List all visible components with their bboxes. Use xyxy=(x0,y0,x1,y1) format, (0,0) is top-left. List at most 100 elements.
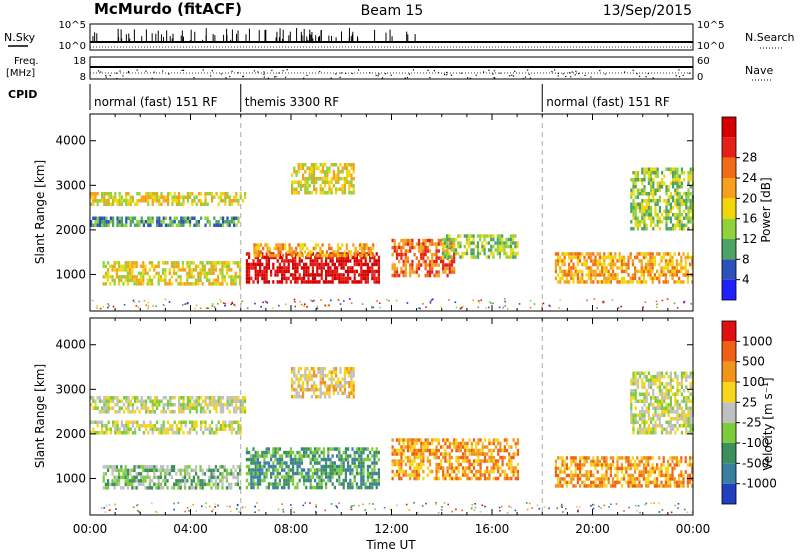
heatmap-cell xyxy=(175,216,178,220)
heatmap-cell xyxy=(123,424,126,428)
heatmap-cell xyxy=(435,252,438,257)
heatmap-cell xyxy=(306,384,309,388)
heatmap-cell xyxy=(109,482,112,487)
heatmap-cell xyxy=(454,248,458,252)
heatmap-cell xyxy=(687,171,690,175)
heatmap-cell xyxy=(224,403,227,407)
heatmap-cell xyxy=(508,476,511,481)
heatmap-cell xyxy=(343,250,346,254)
heatmap-cell xyxy=(680,259,683,263)
heatmap-cell xyxy=(590,459,593,464)
heatmap-cell xyxy=(497,459,500,463)
heatmap-cell xyxy=(332,177,335,181)
heatmap-cell xyxy=(344,280,347,284)
heatmap-cell xyxy=(124,261,127,265)
heatmap-cell xyxy=(605,269,608,274)
heatmap-cell xyxy=(289,475,292,479)
heatmap-cell xyxy=(616,463,619,467)
heatmap-cell xyxy=(192,468,195,473)
heatmap-cell xyxy=(283,478,286,483)
heatmap-cell xyxy=(658,220,661,224)
heatmap-cell xyxy=(328,377,331,381)
heatmap-cell xyxy=(210,486,213,490)
heatmap-cell xyxy=(292,255,295,260)
heatmap-cell xyxy=(627,280,630,284)
heatmap-cell xyxy=(311,464,314,469)
heatmap-cell xyxy=(222,427,225,431)
heatmap-cell xyxy=(360,468,363,472)
heatmap-cell xyxy=(199,468,202,473)
heatmap-cell xyxy=(664,259,667,263)
heatmap-cell xyxy=(201,264,204,269)
heatmap-cell xyxy=(203,264,206,269)
heatmap-cell xyxy=(186,282,189,286)
heatmap-cell xyxy=(254,475,257,479)
heatmap-cell xyxy=(686,484,689,488)
heatmap-cell xyxy=(669,262,672,267)
heatmap-cell xyxy=(675,463,678,467)
heatmap-cell xyxy=(645,252,648,256)
heatmap-cell xyxy=(435,466,438,470)
heatmap-cell xyxy=(195,468,198,473)
heatmap-cell xyxy=(214,486,217,490)
heatmap-cell xyxy=(94,220,97,224)
colorbar-swatch xyxy=(722,157,736,178)
heatmap-cell xyxy=(574,463,577,467)
heatmap-cell xyxy=(607,269,610,274)
heatmap-cell xyxy=(230,268,233,272)
heatmap-cell xyxy=(492,462,495,467)
heatmap-cell xyxy=(195,403,198,407)
heatmap-cell xyxy=(642,463,645,467)
heatmap-cell xyxy=(512,466,515,470)
heatmap-cell xyxy=(111,278,114,283)
heatmap-cell xyxy=(210,475,213,480)
heatmap-cell xyxy=(329,259,332,263)
heatmap-cell xyxy=(191,427,194,431)
heatmap-cell xyxy=(234,261,237,265)
heatmap-cell xyxy=(164,479,167,483)
heatmap-cell xyxy=(204,216,207,220)
heatmap-cell xyxy=(371,478,374,483)
heatmap-cell xyxy=(129,482,132,487)
heatmap-cell xyxy=(667,466,670,471)
heatmap-cell xyxy=(596,259,599,263)
heatmap-cell xyxy=(601,273,604,277)
heatmap-cell xyxy=(680,484,683,488)
heatmap-cell xyxy=(250,471,253,476)
heatmap-cell xyxy=(660,255,663,260)
heatmap-cell xyxy=(658,216,661,220)
heatmap-cell xyxy=(498,248,502,252)
heatmap-cell xyxy=(426,270,429,274)
heatmap-cell xyxy=(503,476,506,481)
heatmap-cell xyxy=(153,268,156,272)
heatmap-cell xyxy=(169,410,172,414)
heatmap-cell xyxy=(157,275,160,279)
heatmap-cell xyxy=(159,275,162,279)
heatmap-cell xyxy=(259,250,263,254)
heatmap-cell xyxy=(200,410,203,414)
heatmap-cell xyxy=(347,464,350,469)
heatmap-cell xyxy=(327,457,330,462)
heatmap-cell xyxy=(417,238,421,243)
heatmap-cell xyxy=(351,457,354,462)
heatmap-cell xyxy=(230,472,233,476)
nave-dot xyxy=(193,77,195,79)
heatmap-cell xyxy=(431,266,434,271)
nave-dot xyxy=(514,70,516,72)
heatmap-cell xyxy=(640,484,643,488)
heatmap-cell xyxy=(265,259,268,263)
heatmap-cell xyxy=(195,223,198,227)
heatmap-cell xyxy=(620,470,623,474)
heatmap-cell xyxy=(180,216,183,220)
heatmap-cell xyxy=(254,464,257,469)
heatmap-cell xyxy=(321,253,324,258)
heatmap-cell xyxy=(214,475,217,480)
heatmap-cell xyxy=(425,306,427,308)
heatmap-cell xyxy=(411,259,414,264)
heatmap-cell xyxy=(459,445,462,449)
heatmap-cell xyxy=(224,420,227,424)
heatmap-cell xyxy=(590,252,593,256)
heatmap-cell xyxy=(225,261,228,265)
heatmap-cell xyxy=(335,163,338,167)
heatmap-cell xyxy=(239,472,242,476)
